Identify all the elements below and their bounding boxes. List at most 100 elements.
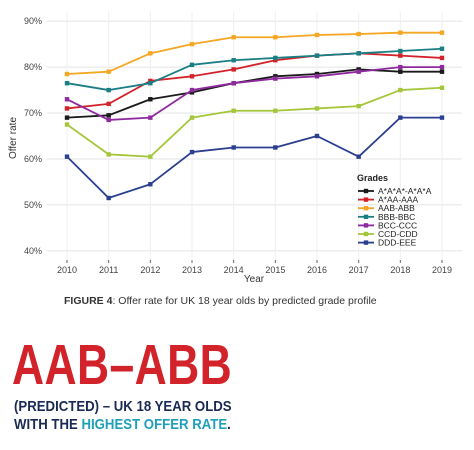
data-point [64,106,70,111]
figure-caption-text: : Offer rate for UK 18 year olds by pred… [112,295,377,307]
data-point [273,74,278,79]
series-bcc-ccc [64,64,445,123]
data-point [189,62,195,68]
data-point [356,67,361,72]
data-point [314,74,320,79]
data-point [439,69,445,74]
legend-marker [363,214,369,219]
data-point [64,154,70,159]
legend-marker [363,188,369,194]
legend-item: CCD-CDD [358,229,418,239]
data-point [231,58,236,63]
headline-subtitle-line2: WITH THE HIGHEST OFFER RATE. [14,416,231,433]
x-tick-label: 2016 [307,265,327,275]
legend-marker [363,240,369,245]
series-ddd-eee [64,115,445,201]
data-point [231,145,236,150]
line-chart: 40% 50% 60% 70% 80% 90% 2010 2011 2012 2013 2014 20… [8,12,462,285]
data-point [314,71,320,77]
x-tick-label: 2015 [265,265,285,275]
x-tick-label: 2019 [432,265,452,275]
series-line [66,47,443,91]
data-point [106,195,111,201]
data-point [356,51,361,56]
data-point [398,48,403,54]
data-point [189,87,195,93]
data-point [148,97,153,102]
data-point [273,58,278,63]
data-point [231,67,236,72]
series-line [66,86,443,158]
legend-item: AAB-ABB [358,203,415,213]
data-point [106,113,111,118]
data-point [64,122,70,127]
data-point [439,55,445,61]
figure-label: FIGURE 4 [64,295,113,307]
subtitle-suffix: . [227,416,231,433]
data-point [64,71,70,77]
x-tick-label: 2012 [140,265,160,275]
legend-label: A*A*A*-A*A*A [378,186,432,196]
legend-marker [363,197,369,202]
series-ccd-cdd [64,85,445,159]
legend-item: A*A*A*-A*A*A [358,186,432,196]
data-point [439,46,445,51]
data-point [148,154,153,159]
data-point [273,55,278,61]
data-point [64,97,70,102]
data-point [439,115,445,120]
data-point [106,87,111,93]
series-line [66,52,443,110]
data-point [356,69,361,74]
data-point [398,69,403,74]
y-tick-label: 50% [24,200,42,210]
x-tick-label: 2014 [224,265,244,275]
legend-item: DDD-EEE [358,238,417,248]
data-point [189,74,195,79]
data-point [314,133,320,139]
data-point [356,154,361,159]
data-point [106,152,111,157]
legend: Grades A*A*A*-A*A*AA*AA-AAAAAB-ABBBBB-BB… [357,173,432,248]
subtitle-highlight: HIGHEST OFFER RATE [81,416,228,433]
data-point [189,149,195,155]
data-point [314,106,320,111]
data-point [439,30,445,35]
data-point [273,145,278,150]
data-point [439,85,445,90]
x-tick-label: 2017 [349,265,369,275]
data-point [356,103,361,109]
data-point [148,51,153,56]
data-point [398,64,403,70]
legend-item: A*AA-AAA [358,195,418,205]
series-line [66,66,442,121]
legend-title: Grades [357,173,388,183]
axes: 40% 50% 60% 70% 80% 90% 2010 2011 2012 2013 2014 20… [24,16,452,275]
x-tick-label: 2018 [390,265,410,275]
legend-item: BBB-BBC [358,212,415,222]
y-axis-label: Offer rate [8,117,19,159]
y-tick-label: 70% [24,108,42,118]
data-point [398,87,403,93]
legend-marker [363,206,369,211]
data-point [356,31,361,37]
data-point [148,78,153,84]
data-point [398,115,403,120]
data-point [189,41,195,47]
data-point [231,35,236,40]
x-axis-label: Year [244,274,265,285]
data-point [273,35,278,40]
data-point [64,115,70,120]
legend-label: AAB-ABB [378,203,415,213]
legend-label: A*AA-AAA [378,195,418,205]
x-tick-label: 2013 [182,265,202,275]
y-tick-label: 60% [24,154,42,164]
data-point [106,117,111,123]
headline-grade: AAB–ABB [12,333,233,397]
series-lines [64,30,445,201]
legend-item: BCC-CCC [358,220,417,230]
data-point [231,80,236,86]
legend-label: BCC-CCC [378,220,417,230]
plot-panel [47,12,462,260]
legend-marker [363,223,369,228]
